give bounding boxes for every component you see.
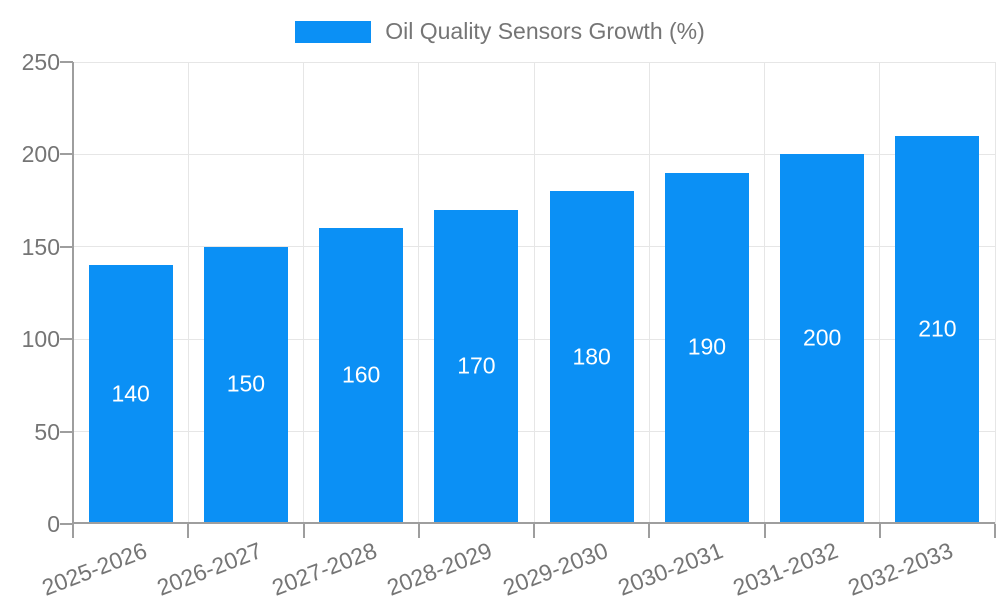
y-tick-label-250: 250 [21,49,60,75]
x-tick-7 [878,524,881,538]
gridline-v-2 [303,62,304,524]
gridline-v-5 [648,62,650,524]
bar-value-label: 210 [918,315,957,342]
x-tick-1 [187,524,190,538]
bar-2025-2026[interactable]: 140 [88,265,173,522]
x-tick-3 [417,524,420,538]
y-tick-label-150: 150 [21,233,60,260]
bar-2027-2028[interactable]: 160 [319,228,404,522]
bar-value-label: 190 [687,333,727,360]
gridline-v-8 [994,62,996,524]
gridline-v-6 [764,62,765,524]
bar-value-label: 200 [802,324,842,351]
bar-2032-2033[interactable]: 210 [895,135,980,522]
x-axis-line [73,522,995,524]
bar-value-label: 150 [226,370,266,397]
bar-value-label: 180 [572,343,611,370]
y-tick-0 [60,523,73,525]
y-tick-label-200: 200 [21,141,60,168]
gridline-v-1 [187,62,189,524]
y-tick-50 [60,430,73,433]
bar-value-label: 140 [111,380,150,407]
y-axis-line [72,62,74,524]
bar-value-label: 160 [341,361,381,388]
bar-2029-2030[interactable]: 180 [549,191,634,522]
y-tick-100 [60,338,73,341]
gridline-v-3 [418,62,420,524]
y-tick-label-100: 100 [21,326,60,353]
y-tick-label-0: 0 [47,511,60,537]
chart-legend[interactable]: Oil Quality Sensors Growth (%) [0,18,1000,45]
x-tick-0 [72,524,74,538]
y-tick-label-50: 50 [34,418,60,445]
gridline-v-4 [533,62,535,524]
plot-area: 0 50 100 150 200 250 140 2025-2026 150 2026-2027 1… [22,49,996,600]
bar-2031-2032[interactable]: 200 [780,154,865,522]
x-tick-5 [648,524,651,538]
y-tick-150 [60,245,73,248]
gridline-v-7 [879,62,881,524]
x-tick-4 [533,524,535,538]
x-tick-2 [302,524,305,538]
x-tick-6 [763,524,766,538]
legend-swatch [295,20,372,43]
y-tick-250 [60,61,73,63]
bar-value-label: 170 [457,352,496,379]
legend-label: Oil Quality Sensors Growth (%) [385,18,705,44]
bar-2026-2027[interactable]: 150 [203,246,288,522]
bar-2030-2031[interactable]: 190 [664,172,749,522]
x-tick-8 [994,524,996,538]
y-tick-200 [60,153,73,156]
bar-2028-2029[interactable]: 170 [434,209,519,522]
